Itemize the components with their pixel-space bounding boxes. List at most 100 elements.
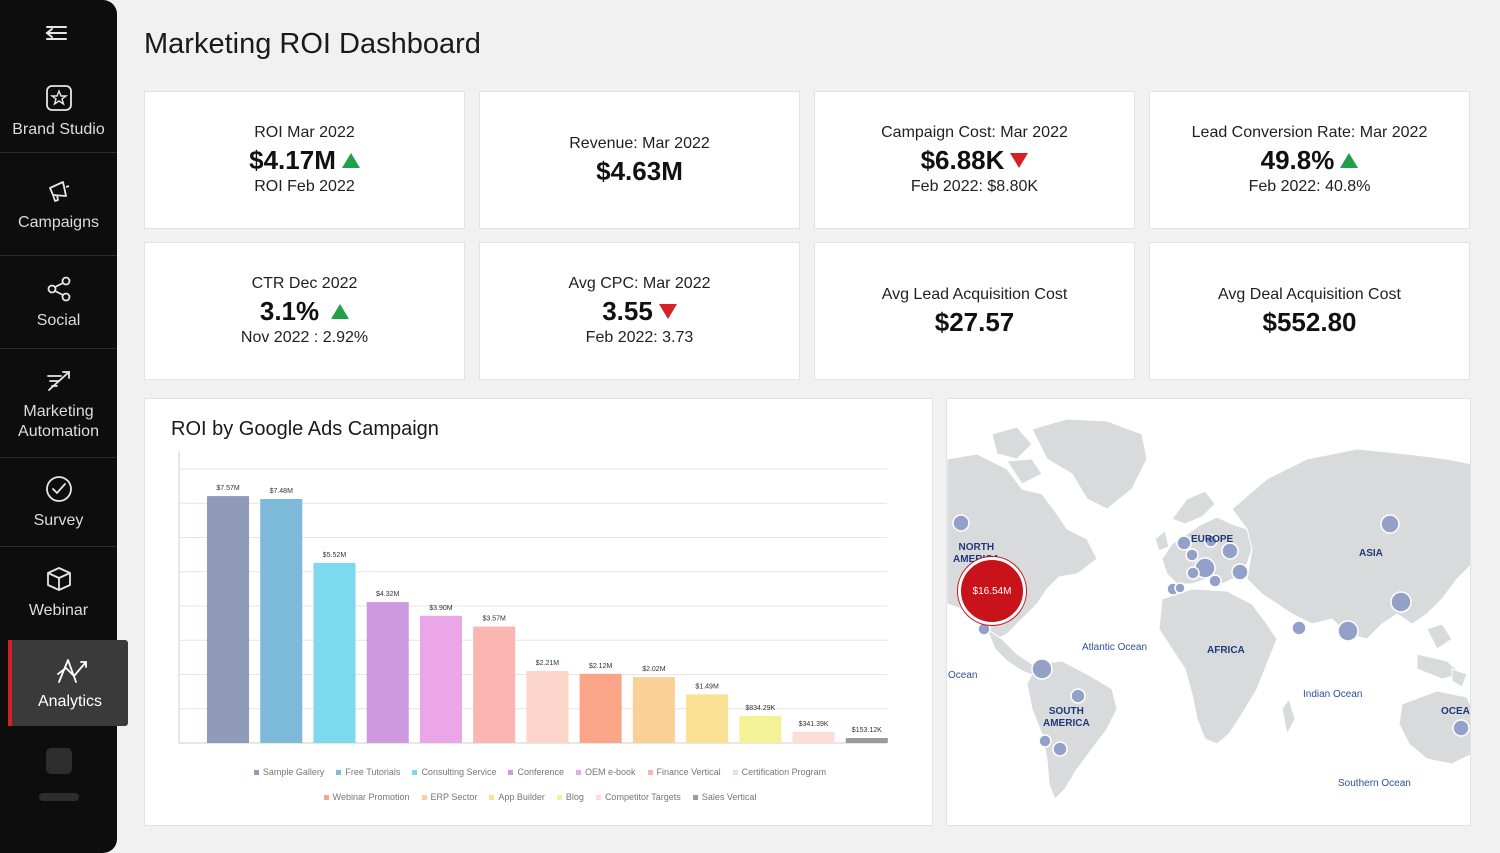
legend-item[interactable]: Consulting Service (412, 767, 496, 777)
roi-bar-chart: $7.57M $7.48M $5.52M $4.32M $3.90M $3.57M $2.2… (178, 451, 888, 744)
kpi-sub: ROI Feb 2022 (254, 178, 355, 195)
brand-studio-icon (43, 82, 75, 114)
kpi-value-text: $27.57 (934, 307, 1015, 337)
legend-item[interactable]: Webinar Promotion (323, 792, 410, 802)
bar (419, 615, 462, 743)
legend-item[interactable]: Finance Vertical (647, 767, 721, 777)
collapse-menu-icon[interactable] (42, 20, 72, 46)
bar-data-label: $2.21M (536, 660, 560, 667)
legend-item[interactable]: OEM e-book (576, 767, 636, 777)
legend-label: Free Tutorials (345, 767, 401, 777)
kpi-value: $4.17M (249, 144, 360, 176)
kpi-card-revenue: Revenue: Mar 2022 $4.63M (479, 91, 800, 229)
kpi-sub: Feb 2022: 3.73 (585, 329, 694, 346)
bar-data-label: $7.57M (216, 485, 240, 492)
divider (0, 255, 117, 256)
automation-icon (43, 364, 75, 396)
divider (0, 348, 117, 349)
legend-item[interactable]: Certification Program (732, 767, 826, 777)
sidebar-item-label: Brand Studio (12, 121, 105, 138)
kpi-card-lead-conversion: Lead Conversion Rate: Mar 2022 49.8% Feb… (1149, 91, 1470, 229)
sidebar-item-survey[interactable]: Survey (0, 458, 117, 546)
bar-data-label: $341.39K (799, 721, 829, 728)
label-africa: AFRICA (1207, 645, 1245, 656)
sidebar-item-label: Analytics (37, 693, 103, 710)
bar-data-label: $2.12M (589, 663, 613, 670)
sidebar-item-campaigns[interactable]: Campaigns (0, 153, 117, 255)
trend-up-icon (341, 152, 360, 168)
megaphone-icon (43, 175, 75, 207)
legend-item[interactable]: Sales Vertical (692, 792, 756, 802)
bar-data-label: $3.57M (483, 616, 507, 623)
legend-swatch (595, 794, 601, 800)
sidebar-item-label: Social (36, 312, 81, 329)
user-name-placeholder (39, 793, 79, 801)
bar-data-label: $2.02M (642, 666, 666, 673)
legend-swatch (732, 769, 738, 775)
legend-item[interactable]: ERP Sector (421, 792, 478, 802)
legend-item[interactable]: Competitor Targets (595, 792, 681, 802)
legend-swatch (421, 794, 427, 800)
legend-label: OEM e-book (585, 767, 636, 777)
label-asia: ASIA (1359, 548, 1383, 559)
bar-data-label: $7.48M (270, 488, 294, 495)
kpi-value: 3.1% (260, 295, 350, 327)
legend-swatch (336, 769, 342, 775)
sidebar-item-webinar[interactable]: Webinar (0, 547, 117, 637)
bar (313, 562, 356, 743)
kpi-label: Campaign Cost: Mar 2022 (881, 124, 1068, 141)
legend-row: Webinar Promotion ERP Sector App Builder Bl… (175, 792, 905, 802)
cube-icon (43, 563, 75, 595)
kpi-sub: Feb 2022: 40.8% (1248, 178, 1371, 195)
share-nodes-icon (43, 273, 75, 305)
kpi-value-text: $552.80 (1262, 307, 1357, 337)
world-map (947, 418, 1470, 800)
kpi-value-text: $4.17M (249, 145, 336, 175)
label-southern-ocean: Southern Ocean (1338, 778, 1411, 789)
kpi-value: 3.55 (602, 295, 677, 327)
kpi-sub: Nov 2022 : 2.92% (240, 329, 369, 346)
legend-label: Webinar Promotion (332, 792, 410, 802)
legend-item[interactable]: App Builder (489, 792, 545, 802)
sidebar-item-analytics[interactable]: Analytics (8, 640, 128, 726)
kpi-value: $4.63M (596, 155, 683, 187)
legend-item[interactable]: Blog (556, 792, 584, 802)
bar-data-label: $1.49M (695, 683, 719, 690)
kpi-sub: Feb 2022: $8.80K (910, 178, 1039, 195)
legend-swatch (576, 769, 582, 775)
legend-label: Competitor Targets (604, 792, 681, 802)
avatar[interactable] (46, 748, 72, 774)
kpi-card-campaign-cost: Campaign Cost: Mar 2022 $6.88K Feb 2022:… (814, 91, 1135, 229)
kpi-label: CTR Dec 2022 (251, 275, 358, 292)
legend-swatch (253, 769, 259, 775)
bar (260, 499, 303, 743)
legend-swatch (412, 769, 418, 775)
kpi-value: $552.80 (1263, 306, 1357, 338)
sidebar-item-social[interactable]: Social (0, 256, 117, 348)
bar (632, 677, 675, 743)
kpi-label: Revenue: Mar 2022 (569, 135, 710, 152)
legend-label: ERP Sector (430, 792, 478, 802)
label-atlantic-ocean: Atlantic Ocean (1082, 642, 1148, 653)
chart-title: ROI by Google Ads Campaign (171, 418, 439, 440)
bar-data-label: $834.29K (745, 705, 775, 712)
bar (526, 670, 569, 743)
bar (845, 738, 888, 743)
legend-item[interactable]: Sample Gallery (253, 767, 325, 777)
sidebar-item-label: Campaigns (18, 214, 99, 231)
kpi-value: 49.8% (1261, 144, 1359, 176)
kpi-label: Avg Deal Acquisition Cost (1218, 286, 1401, 303)
sidebar-item-label: Marketing Automation (18, 403, 99, 440)
legend-item[interactable]: Free Tutorials (336, 767, 400, 777)
legend-item[interactable]: Conference (508, 767, 564, 777)
bar (207, 496, 250, 743)
legend-label: Finance Vertical (656, 767, 721, 777)
label-indian-ocean: Indian Ocean (1303, 689, 1363, 700)
trend-down-icon (658, 303, 677, 319)
bar (579, 673, 622, 743)
sidebar-item-brand-studio[interactable]: Brand Studio (0, 70, 117, 152)
highlight-bubble-north-america[interactable]: $16.54M (958, 557, 1026, 625)
legend-label: Sample Gallery (262, 767, 325, 777)
kpi-value: $6.88K (921, 144, 1029, 176)
sidebar-item-marketing-automation[interactable]: Marketing Automation (0, 349, 117, 457)
